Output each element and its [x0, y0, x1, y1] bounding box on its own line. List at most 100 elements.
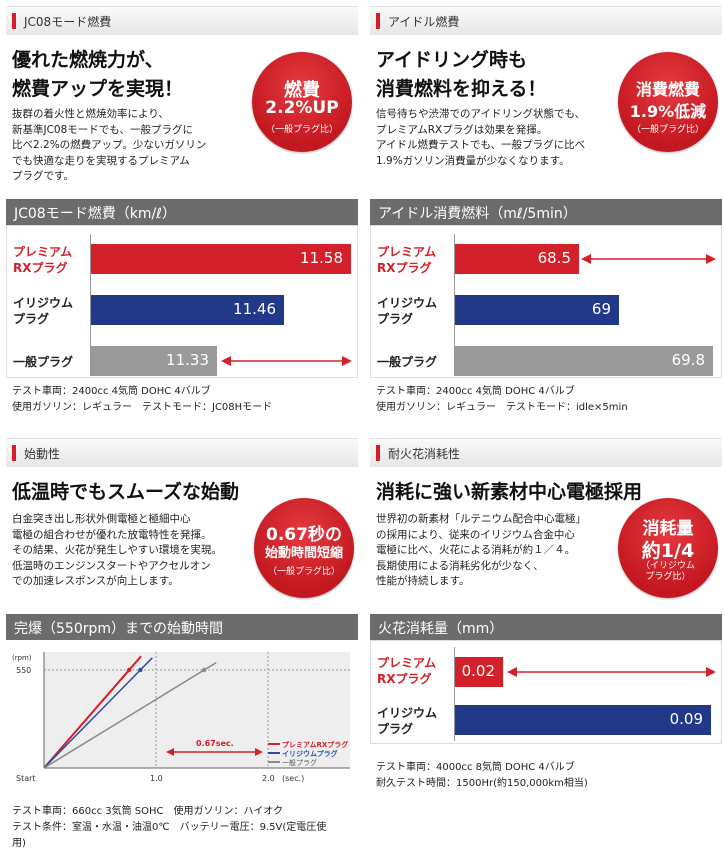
line-chart-start: (rpm) 550 Start 1.0 2.0 (sec.) 0.67sec. …: [6, 640, 358, 800]
bar-value: 0.09: [669, 710, 703, 728]
bar: 0.02: [455, 657, 503, 687]
series-line: [43, 655, 142, 769]
bar: 0.09: [455, 705, 711, 735]
difference-arrow: [507, 667, 716, 677]
line-chart-svg: (rpm) 550 Start 1.0 2.0 (sec.) 0.67sec. …: [12, 652, 350, 783]
bar-value: 11.33: [166, 351, 209, 369]
headline: 消耗に強い新素材中心電極採用: [376, 481, 643, 503]
bar-value: 69.8: [671, 351, 705, 369]
badge-line-1: 燃費: [284, 80, 320, 101]
badge: 燃費 2.2%UP （一般プラグ比）: [252, 52, 352, 152]
category-label: イリジウム プラグ: [377, 706, 438, 736]
bar-chart-jc08: プレミアム RXプラグ イリジウム プラグ 一般プラグ 11.58 11.46 …: [6, 225, 358, 378]
badge: 0.67秒の 始動時間短縮 （一般プラグ比）: [254, 498, 354, 598]
chart-title-bar: JC08モード燃費（km/ℓ）: [6, 199, 358, 225]
badge-sub: （一般プラグ比）: [267, 567, 340, 577]
category-label: 一般プラグ: [377, 355, 438, 369]
legend-item: 一般プラグ: [282, 758, 317, 767]
section-header: アイドル燃費: [370, 6, 722, 35]
test-note: テスト車両：2400cc 4気筒 DOHC 4バルブ 使用ガソリン：レギュラー …: [376, 386, 628, 413]
category-label: イリジウム プラグ: [13, 296, 74, 326]
series-point: [201, 667, 207, 673]
description: 信号待ちや渋滞でのアイドリング状態でも、 プレミアムRXプラグは効果を発揮。 ア…: [376, 108, 586, 167]
section-header: JC08モード燃費: [6, 6, 358, 35]
bar: 69: [455, 295, 619, 325]
bar: 11.33: [91, 346, 217, 376]
series-line: [43, 662, 217, 769]
legend-item: プレミアムRXプラグ: [282, 740, 348, 749]
axis-line: [90, 234, 91, 376]
series-point: [138, 667, 143, 673]
chart-title: 火花消耗量（mm）: [378, 621, 504, 637]
section-title: JC08モード燃費: [24, 15, 112, 29]
bar-value: 68.5: [537, 249, 571, 267]
y-tick-label: 550: [16, 666, 31, 675]
badge-line-1: 消耗量: [642, 519, 694, 539]
section-marker: [376, 445, 380, 461]
headline: 低温時でもスムーズな始動: [12, 481, 240, 503]
section-title: アイドル燃費: [388, 15, 460, 29]
badge-line-2: 約1/4: [641, 540, 695, 562]
series-point: [126, 667, 132, 673]
panel-idle: アイドル燃費 アイドリング時も 消費燃料を抑える！ 信号待ちや渋滞でのアイドリン…: [370, 6, 722, 426]
badge-sub: （イリジウム プラグ比）: [640, 561, 695, 582]
test-note: テスト車両：2400cc 4気筒 DOHC 4バルブ 使用ガソリン：レギュラー …: [12, 386, 273, 413]
badge-line-2: 1.9%低減: [629, 102, 707, 121]
x-tick-label: 2.0: [262, 774, 275, 783]
description: 世界初の新素材「ルテニウム配合中心電極」 の採用により、従来のイリジウム合金中心…: [376, 513, 586, 587]
panel-jc08: JC08モード燃費 優れた燃焼力が、 燃費アップを実現！ 抜群の着火性と燃焼効率…: [6, 6, 358, 426]
section-title: 始動性: [24, 447, 61, 461]
bar-value: 69: [591, 300, 611, 318]
badge: 消費燃費 1.9%低減 （一般プラグ比）: [618, 52, 718, 152]
difference-arrow: [221, 356, 352, 366]
legend-item: イリジウムプラグ: [282, 749, 338, 758]
badge-line-1: 消費燃費: [635, 80, 700, 99]
chart-title: JC08モード燃費（km/ℓ）: [14, 206, 176, 222]
arrow-head-left: [166, 748, 174, 756]
test-note: テスト車両：660cc 3気筒 SOHC 使用ガソリン：ハイオク テスト条件：室…: [12, 806, 327, 849]
badge-sub: （一般プラグ比）: [631, 125, 704, 135]
category-label: プレミアム RXプラグ: [377, 656, 437, 686]
category-label: 一般プラグ: [13, 355, 74, 369]
chart-title: アイドル消費燃料（mℓ/5min）: [378, 206, 577, 222]
x-tick-label: 1.0: [150, 774, 163, 783]
section-marker: [376, 13, 380, 29]
badge-line-2: 始動時間短縮: [264, 546, 343, 561]
headline: アイドリング時も 消費燃料を抑える！: [376, 49, 547, 100]
section-title: 耐火花消耗性: [388, 447, 461, 461]
legend: プレミアムRXプラグ イリジウムプラグ 一般プラグ: [268, 740, 348, 767]
panel-startability: 始動性 低温時でもスムーズな始動 白金突き出し形状外側電極と極細中心 電極の組合…: [6, 438, 358, 858]
chart-title: 完爆（550rpm）までの始動時間: [14, 621, 224, 637]
x-axis-label: (sec.): [282, 774, 304, 783]
section-header: 耐火花消耗性: [370, 438, 722, 467]
axis-line: [454, 647, 455, 741]
section-header: 始動性: [6, 438, 358, 467]
bar: 11.58: [91, 244, 351, 274]
bar-value: 11.58: [300, 249, 343, 267]
bar-chart-idle: プレミアム RXプラグ イリジウム プラグ 一般プラグ 68.5 69 69.8: [370, 225, 722, 378]
bar: 68.5: [455, 244, 579, 274]
badge-line-2: 2.2%UP: [265, 98, 339, 118]
x-tick-label: Start: [16, 774, 36, 783]
panel-wear: 耐火花消耗性 消耗に強い新素材中心電極採用 世界初の新素材「ルテニウム配合中心電…: [370, 438, 722, 858]
bar: 11.46: [91, 295, 284, 325]
badge-line-1: 0.67秒の: [266, 525, 342, 545]
bar-chart-wear: プレミアム RXプラグ イリジウム プラグ 0.02 0.09: [370, 640, 722, 744]
arrow-head-right: [255, 748, 263, 756]
description: 白金突き出し形状外側電極と極細中心 電極の組合わせが優れた放電特性を発揮。 その…: [12, 513, 222, 587]
bar: 69.8: [455, 346, 713, 376]
headline: 優れた燃焼力が、 燃費アップを実現！: [12, 49, 184, 100]
chart-title-bar: アイドル消費燃料（mℓ/5min）: [370, 199, 722, 225]
bar-value: 11.46: [233, 300, 276, 318]
bar-value: 0.02: [461, 662, 495, 680]
section-marker: [12, 13, 16, 29]
test-note: テスト車両：4000cc 8気筒 DOHC 4バルブ 耐久テスト時間：1500H…: [376, 762, 588, 789]
badge-sub: （一般プラグ比）: [265, 125, 338, 135]
series-line: [43, 657, 153, 769]
description: 抜群の着火性と燃焼効率により、 新基準JC08モードでも、一般プラグに 比べ2.…: [12, 108, 207, 182]
category-label: イリジウム プラグ: [377, 296, 438, 326]
section-marker: [12, 445, 16, 461]
difference-arrow: [581, 254, 716, 264]
chart-title-bar: 火花消耗量（mm）: [370, 614, 722, 640]
axis-line: [454, 234, 455, 376]
